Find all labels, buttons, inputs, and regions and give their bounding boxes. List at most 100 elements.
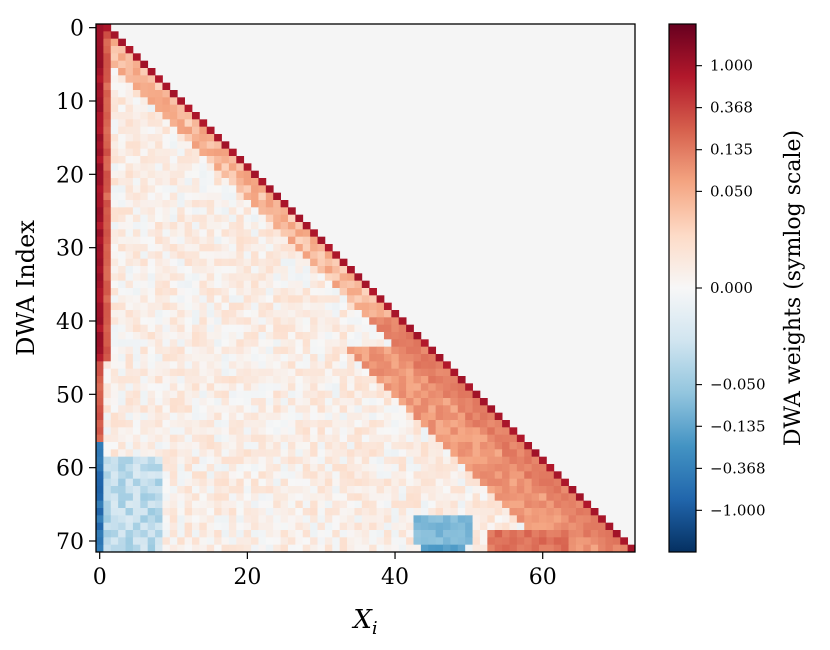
heatmap-cell — [524, 508, 533, 516]
heatmap-cell — [605, 530, 614, 538]
heatmap-cell — [236, 420, 245, 428]
heatmap-cell — [428, 478, 437, 487]
heatmap-cell — [214, 508, 222, 516]
heatmap-cell — [96, 244, 104, 252]
heatmap-cell — [103, 537, 112, 546]
heatmap-cell — [243, 192, 252, 201]
heatmap-cell — [435, 544, 444, 553]
heatmap-cell — [155, 273, 163, 282]
heatmap-cell — [413, 471, 422, 480]
heatmap-cell — [347, 442, 355, 450]
heatmap-cell — [169, 97, 178, 106]
heatmap-cell — [125, 46, 134, 54]
heatmap-cell — [118, 156, 126, 164]
heatmap-cell — [125, 229, 134, 238]
heatmap-cell — [339, 383, 348, 392]
heatmap-cell — [251, 222, 259, 230]
heatmap-cell — [251, 390, 259, 399]
heatmap-cell — [191, 427, 200, 436]
heatmap-cell — [177, 104, 185, 113]
heatmap-cell — [332, 258, 341, 267]
heatmap-cell — [110, 119, 119, 128]
heatmap-cell — [391, 544, 400, 553]
heatmap-cell — [155, 97, 163, 106]
heatmap-cell — [96, 339, 104, 348]
heatmap-cell — [302, 258, 311, 267]
heatmap-cell — [295, 456, 304, 465]
heatmap-cell — [347, 478, 355, 487]
heatmap-cell — [118, 427, 126, 436]
heatmap-cell — [110, 280, 119, 289]
heatmap-cell — [228, 324, 237, 333]
heatmap-cell — [125, 442, 134, 450]
heatmap-cell — [162, 229, 171, 238]
heatmap-cell — [243, 229, 252, 238]
heatmap-cell — [310, 442, 318, 450]
heatmap-cell — [177, 530, 185, 538]
heatmap-cell — [110, 104, 119, 113]
heatmap-cell — [324, 280, 333, 289]
heatmap-cell — [177, 185, 185, 194]
heatmap-cell — [221, 412, 230, 421]
heatmap-cell — [103, 310, 112, 318]
heatmap-cell — [118, 310, 126, 318]
heatmap-cell — [125, 449, 134, 458]
heatmap-cell — [169, 273, 178, 282]
heatmap-cell — [376, 544, 385, 553]
heatmap-cell — [457, 486, 466, 494]
heatmap-cell — [509, 508, 518, 516]
heatmap-cell — [221, 522, 230, 531]
heatmap-cell — [361, 456, 370, 465]
heatmap-cell — [110, 427, 119, 436]
heatmap-cell — [221, 427, 230, 436]
heatmap-cell — [302, 332, 311, 340]
heatmap-cell — [465, 398, 473, 406]
heatmap-cell — [324, 486, 333, 494]
heatmap-cell — [243, 170, 252, 179]
heatmap-cell — [265, 464, 274, 472]
heatmap-cell — [147, 420, 156, 428]
heatmap-cell — [140, 148, 149, 157]
heatmap-cell — [228, 178, 237, 186]
heatmap-cell — [457, 508, 466, 516]
heatmap-cell — [206, 508, 215, 516]
heatmap-cell — [369, 383, 377, 392]
heatmap-cell — [479, 471, 488, 480]
heatmap-cell — [177, 156, 185, 164]
heatmap-cell — [125, 148, 134, 157]
heatmap-cell — [169, 324, 178, 333]
heatmap-cell — [280, 449, 289, 458]
heatmap-cell — [199, 126, 208, 135]
heatmap-cell — [620, 537, 629, 546]
heatmap-cell — [236, 163, 245, 172]
heatmap-cell — [155, 295, 163, 304]
heatmap-cell — [132, 126, 141, 135]
heatmap-cell — [472, 522, 481, 531]
heatmap-cell — [221, 405, 230, 414]
heatmap-cell — [147, 178, 156, 186]
heatmap-cell — [125, 332, 134, 340]
heatmap-cell — [125, 390, 134, 399]
heatmap-cell — [132, 412, 141, 421]
heatmap-cell — [265, 354, 274, 362]
heatmap-cell — [265, 258, 274, 267]
heatmap-cell — [258, 273, 267, 282]
heatmap-cell — [103, 178, 112, 186]
heatmap-cell — [118, 112, 126, 120]
heatmap-cell — [155, 339, 163, 348]
heatmap-cell — [206, 361, 215, 370]
heatmap-cell — [191, 295, 200, 304]
heatmap-cell — [302, 442, 311, 450]
heatmap-cell — [155, 90, 163, 98]
heatmap-cell — [184, 156, 193, 164]
heatmap-cell — [140, 68, 149, 76]
heatmap-cell — [310, 376, 318, 384]
heatmap-cell — [155, 310, 163, 318]
heatmap-cell — [147, 251, 156, 260]
heatmap-cell — [199, 339, 208, 348]
heatmap-cell — [280, 302, 289, 311]
heatmap-cell — [280, 376, 289, 384]
heatmap-cell — [118, 170, 126, 179]
heatmap-cell — [191, 310, 200, 318]
heatmap-cell — [162, 376, 171, 384]
